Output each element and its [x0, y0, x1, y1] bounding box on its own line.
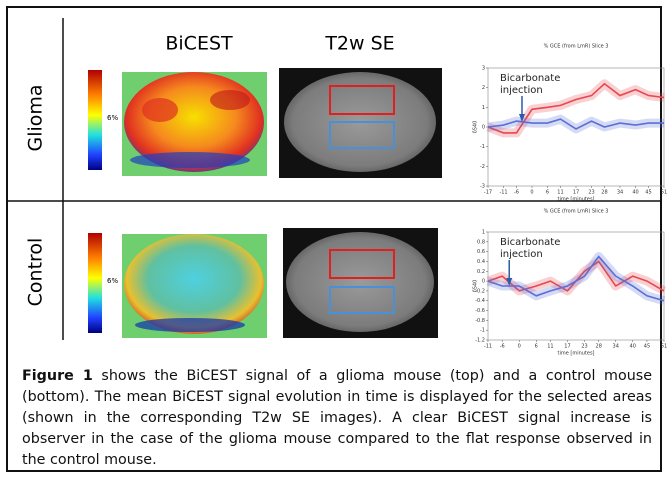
caption: Figure 1 shows the BiCEST signal of a gl…: [22, 366, 652, 471]
plot-area: [487, 231, 665, 341]
x-tick-label: 34: [617, 190, 623, 196]
y-tick-label: 0.6: [477, 249, 485, 255]
y-tick-label: -0.4: [475, 298, 485, 304]
y-tick-label: 0: [482, 125, 485, 131]
y-tick-label: 1: [482, 230, 485, 236]
caption-label: Figure 1: [22, 368, 93, 384]
x-tick-label: 17: [564, 344, 570, 350]
y-tick-label: -0.6: [475, 308, 485, 314]
y-axis-label: δS40: [473, 280, 479, 293]
x-axis-label: time [minutes]: [557, 351, 594, 357]
annotation-arrowhead: [506, 278, 513, 286]
x-tick-label: 45: [645, 190, 651, 196]
y-tick-label: -1: [480, 144, 485, 150]
x-tick-label: -6: [500, 344, 505, 350]
y-tick-label: -3: [480, 184, 485, 190]
x-tick-label: 11: [557, 190, 563, 196]
colorbar-label: 6%: [107, 114, 118, 122]
x-tick-label: 28: [596, 344, 602, 350]
x-tick-label: 51: [661, 344, 667, 350]
bicest-map: 6% 6%: [88, 70, 267, 338]
x-tick-label: 28: [601, 190, 607, 196]
annotation-arrowhead: [519, 114, 525, 122]
chart-title: % GCE (from LmR) Slice 3: [544, 44, 609, 50]
y-axis-label: δS40: [473, 121, 479, 134]
row-header: Glioma: [25, 84, 47, 151]
x-tick-label: -11: [484, 344, 492, 350]
x-tick-label: 40: [630, 344, 636, 350]
x-tick-label: 6: [535, 344, 538, 350]
series-line: [487, 118, 664, 130]
x-tick-label: 17: [573, 190, 579, 196]
series-line: [487, 255, 665, 302]
y-tick-label: -1: [480, 328, 485, 334]
x-tick-label: 0: [530, 190, 533, 196]
x-tick-label: 45: [644, 344, 650, 350]
y-tick-label: -0.8: [475, 318, 485, 324]
y-tick-label: 3: [482, 66, 485, 72]
t2w-image: [279, 68, 442, 338]
x-tick-label: -17: [484, 190, 492, 196]
x-tick-label: -6: [514, 190, 519, 196]
colorbar-label: 6%: [107, 277, 118, 285]
y-tick-label: 2: [482, 85, 485, 91]
y-tick-label: 0: [482, 279, 485, 285]
y-tick-label: -0.2: [475, 288, 485, 294]
y-tick-label: 0.2: [477, 269, 485, 275]
y-tick-label: 0.4: [477, 259, 485, 265]
caption-text: shows the BiCEST signal of a glioma mous…: [22, 368, 652, 468]
x-tick-label: 0: [518, 344, 521, 350]
x-axis-label: time [minutes]: [557, 197, 594, 203]
x-tick-label: 23: [581, 344, 587, 350]
row-header: Control: [25, 238, 47, 307]
x-tick-label: 51: [661, 190, 667, 196]
x-tick-label: 11: [547, 344, 553, 350]
y-tick-label: -1.2: [475, 338, 485, 344]
column-header: T2w SE: [324, 33, 394, 55]
column-header: BiCEST: [165, 33, 233, 55]
y-tick-label: 0.8: [477, 239, 485, 245]
frame: [6, 6, 662, 472]
y-tick-label: 1: [482, 105, 485, 111]
series-line: [487, 82, 665, 134]
annotation: Bicarbonate injection: [500, 73, 560, 96]
x-tick-label: 40: [632, 190, 638, 196]
x-tick-label: 23: [588, 190, 594, 196]
x-tick-label: 34: [613, 344, 619, 350]
x-tick-label: 6: [546, 190, 549, 196]
y-tick-label: -2: [480, 164, 485, 170]
figure: BiCEST T2w SE Glioma Control 6% 6% % GCE…: [8, 18, 667, 357]
x-tick-label: -11: [499, 190, 507, 196]
chart-title: % GCE (from LmR) Slice 3: [544, 209, 609, 215]
annotation: Bicarbonate injection: [500, 237, 560, 260]
